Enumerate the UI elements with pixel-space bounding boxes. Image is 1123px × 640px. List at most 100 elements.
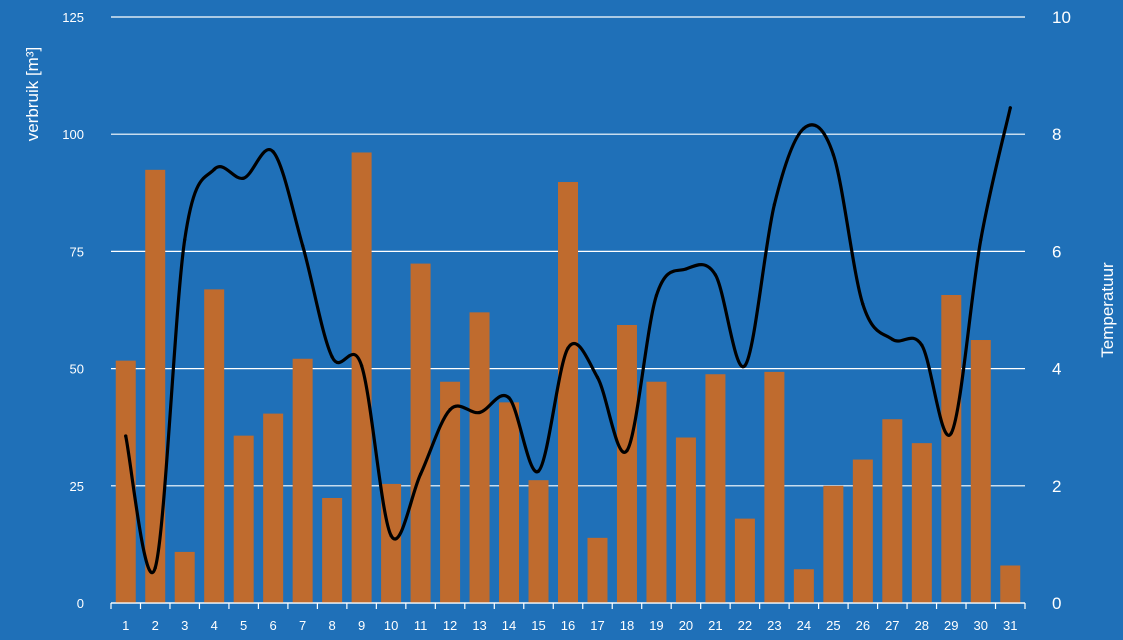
- x-tick-label: 3: [181, 618, 188, 633]
- bar: [882, 419, 903, 603]
- bar: [734, 518, 755, 603]
- line-point: [979, 238, 983, 242]
- temperature-line: [124, 106, 1012, 574]
- line-point: [271, 150, 275, 154]
- line-point: [743, 364, 747, 368]
- x-tick-label: 9: [358, 618, 365, 633]
- x-tick-label: 29: [944, 618, 958, 633]
- x-tick-label: 7: [299, 618, 306, 633]
- bar: [115, 360, 136, 603]
- line-point: [920, 343, 924, 347]
- left-tick-label: 0: [77, 596, 84, 611]
- x-tick-label: 2: [152, 618, 159, 633]
- x-tick-label: 15: [531, 618, 545, 633]
- x-tick-label: 17: [590, 618, 604, 633]
- line-point: [448, 408, 452, 412]
- line-point: [360, 364, 364, 368]
- bar: [233, 435, 254, 603]
- x-tick-label: 21: [708, 618, 722, 633]
- line-point: [949, 431, 953, 435]
- left-tick-label: 50: [70, 362, 84, 377]
- bar: [1000, 565, 1021, 603]
- right-tick-label: 4: [1052, 360, 1061, 379]
- x-tick-label: 25: [826, 618, 840, 633]
- y-axis-label: verbruik [m³]: [23, 47, 42, 141]
- line-point: [625, 449, 629, 453]
- left-tick-label: 100: [62, 127, 84, 142]
- bar: [528, 480, 549, 603]
- line-point: [1008, 106, 1012, 110]
- left-tick-label: 25: [70, 479, 84, 494]
- right-tick-label: 8: [1052, 125, 1061, 144]
- x-tick-label: 23: [767, 618, 781, 633]
- line-point: [802, 126, 806, 130]
- line-point: [301, 243, 305, 248]
- line-point: [389, 534, 393, 538]
- bar: [292, 358, 313, 603]
- bar: [793, 569, 814, 603]
- right-tick-label: 6: [1052, 242, 1061, 261]
- x-tick-label: 27: [885, 618, 899, 633]
- bar: [587, 537, 608, 603]
- bar: [616, 325, 637, 603]
- axes: [110, 602, 1026, 609]
- right-tick-label: 2: [1052, 477, 1061, 496]
- line-series: [124, 106, 1012, 574]
- bar: [499, 402, 520, 603]
- line-point: [153, 566, 157, 570]
- right-tick-label: 10: [1052, 8, 1071, 27]
- bar: [764, 371, 785, 603]
- bar: [263, 413, 284, 603]
- line-point: [536, 469, 541, 473]
- x-tick-label: 12: [443, 618, 457, 633]
- x-tick-label: 10: [384, 618, 398, 633]
- x-tick-label: 26: [856, 618, 870, 633]
- x-tick-label: 28: [915, 618, 929, 633]
- x-tick-label: 22: [738, 618, 752, 633]
- bar: [911, 443, 932, 603]
- bar: [852, 459, 873, 603]
- line-point: [890, 337, 894, 341]
- x-tick-label: 19: [649, 618, 663, 633]
- left-tick-label: 125: [62, 10, 84, 25]
- x-tick-label: 1: [122, 618, 129, 633]
- bar: [558, 182, 578, 604]
- bar: [646, 381, 667, 603]
- line-point: [418, 472, 423, 476]
- line-point: [183, 238, 187, 242]
- line-point: [684, 267, 688, 271]
- line-point: [124, 434, 128, 438]
- x-tick-label: 24: [797, 618, 811, 633]
- right-tick-label: 0: [1052, 594, 1061, 613]
- bar: [410, 263, 431, 603]
- x-tick-label: 14: [502, 618, 516, 633]
- line-point: [242, 176, 246, 180]
- line-point: [654, 293, 659, 297]
- x-tick-label: 4: [211, 618, 218, 633]
- line-point: [330, 355, 334, 359]
- line-point: [713, 273, 718, 277]
- x-tick-label: 5: [240, 618, 247, 633]
- bar-series: [115, 152, 1021, 604]
- bar: [322, 497, 343, 603]
- bar: [705, 374, 726, 603]
- y2-axis-label: Temperatuur: [1098, 262, 1117, 358]
- x-tick-label: 13: [472, 618, 486, 633]
- line-point: [507, 396, 511, 400]
- x-tick-label: 30: [974, 618, 988, 633]
- x-tick-label: 16: [561, 618, 575, 633]
- bar: [351, 152, 372, 603]
- bar: [469, 312, 490, 603]
- bar: [823, 485, 844, 603]
- x-tick-label: 20: [679, 618, 693, 633]
- line-point: [595, 375, 600, 379]
- x-tick-label: 11: [414, 618, 428, 633]
- x-tick-label: 6: [270, 618, 277, 633]
- x-tick-label: 31: [1003, 618, 1017, 633]
- line-point: [861, 302, 865, 306]
- bar: [675, 437, 696, 603]
- line-point: [212, 167, 216, 171]
- x-axis-ticks: 1 2 3 4 5 6 7 8 9 10 11 12 13 14 15 16 17 18 19 20 21 22 23 24 2…: [122, 618, 1017, 633]
